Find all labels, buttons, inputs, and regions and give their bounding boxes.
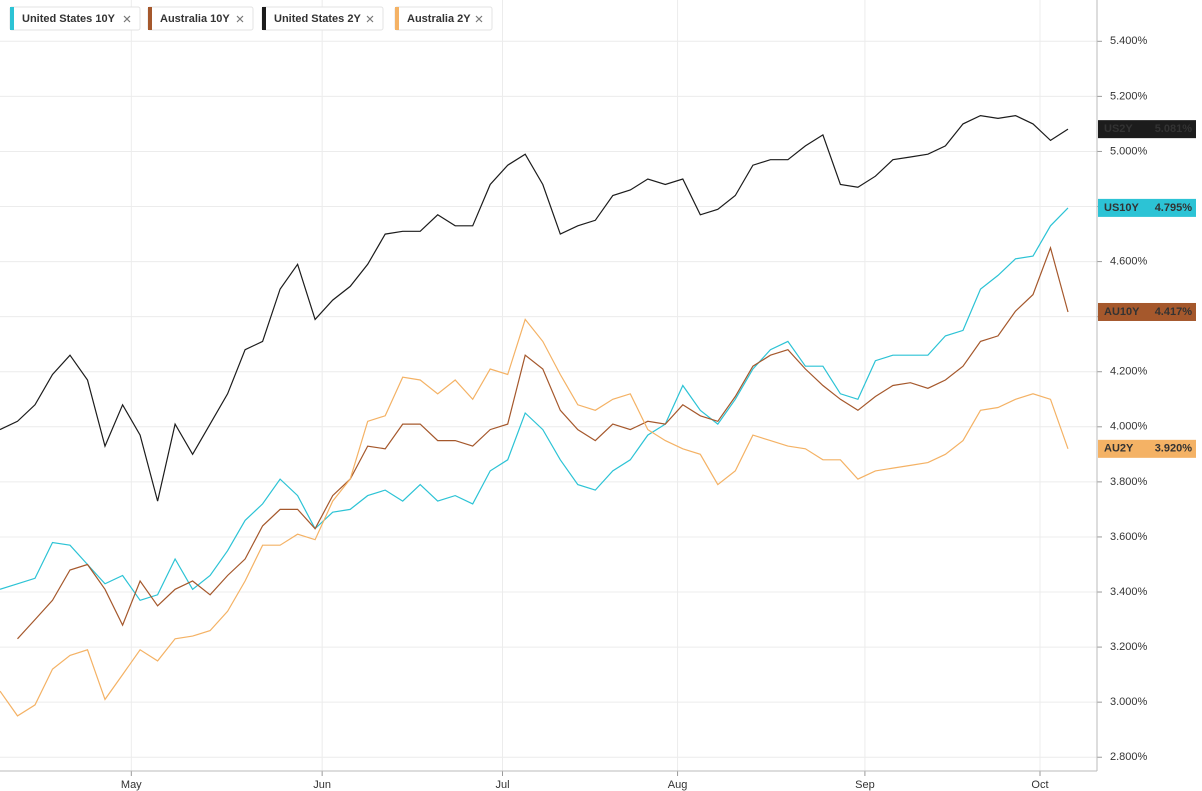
end-label-value: 5.081%: [1155, 123, 1193, 135]
y-tick-label: 3.200%: [1110, 641, 1148, 653]
legend-chip[interactable]: United States 2Y: [261, 6, 384, 31]
series-line: [0, 207, 1069, 602]
y-tick-label: 4.600%: [1110, 255, 1148, 267]
y-tick-label: 5.400%: [1110, 35, 1148, 47]
legend-chip[interactable]: Australia 10Y: [147, 6, 254, 31]
end-label-tag: AU2Y: [1104, 443, 1134, 455]
series-line: [0, 114, 1069, 502]
y-tick-label: 4.200%: [1110, 366, 1148, 378]
x-tick-label: Aug: [668, 779, 688, 791]
end-label: US2Y 5.081%: [1098, 120, 1196, 139]
y-tick-label: 3.600%: [1110, 531, 1148, 543]
end-label: US10Y 4.795%: [1098, 198, 1196, 217]
y-tick-label: 5.200%: [1110, 90, 1148, 102]
end-label-box: [1098, 120, 1196, 139]
x-tick-label: Jul: [495, 779, 509, 791]
y-tick-label: 2.800%: [1110, 751, 1148, 763]
end-label-box: [1098, 198, 1196, 217]
y-tick-label: 3.800%: [1110, 476, 1148, 488]
legend-chip[interactable]: Australia 2Y: [394, 6, 493, 31]
legend-swatch: [262, 7, 266, 30]
legend-swatch: [395, 7, 399, 30]
end-label-box: [1098, 302, 1196, 321]
legend-swatch: [10, 7, 14, 30]
legend-close[interactable]: [123, 15, 131, 23]
legend-label: Australia 2Y: [407, 13, 471, 25]
x-tick-label: May: [121, 779, 142, 791]
y-tick-label: 3.400%: [1110, 586, 1148, 598]
y-tick-label: 5.000%: [1110, 145, 1148, 157]
legend-close[interactable]: [475, 15, 483, 23]
x-tick-label: Jun: [313, 779, 331, 791]
legend-close[interactable]: [366, 15, 374, 23]
legend-swatch: [148, 7, 152, 30]
end-label: AU10Y 4.417%: [1098, 302, 1196, 321]
end-label-value: 3.920%: [1155, 443, 1193, 455]
legend-close[interactable]: [236, 15, 244, 23]
end-label-value: 4.417%: [1155, 306, 1193, 318]
legend-chip[interactable]: United States 10Y: [9, 6, 141, 31]
end-label-box: [1098, 439, 1196, 458]
legend-label: United States 10Y: [22, 13, 116, 25]
x-tick-label: Sep: [855, 779, 875, 791]
series-line: [0, 318, 1069, 717]
end-label-tag: AU10Y: [1104, 306, 1140, 318]
end-label-value: 4.795%: [1155, 202, 1193, 214]
x-tick-label: Oct: [1031, 779, 1048, 791]
end-label-tag: US10Y: [1104, 202, 1140, 214]
y-tick-label: 4.000%: [1110, 421, 1148, 433]
legend-label: United States 2Y: [274, 13, 361, 25]
end-label: AU2Y 3.920%: [1098, 439, 1196, 458]
series-line: [17, 245, 1069, 640]
end-label-tag: US2Y: [1104, 123, 1133, 135]
legend-label: Australia 10Y: [160, 13, 230, 25]
y-tick-label: 3.000%: [1110, 696, 1148, 708]
